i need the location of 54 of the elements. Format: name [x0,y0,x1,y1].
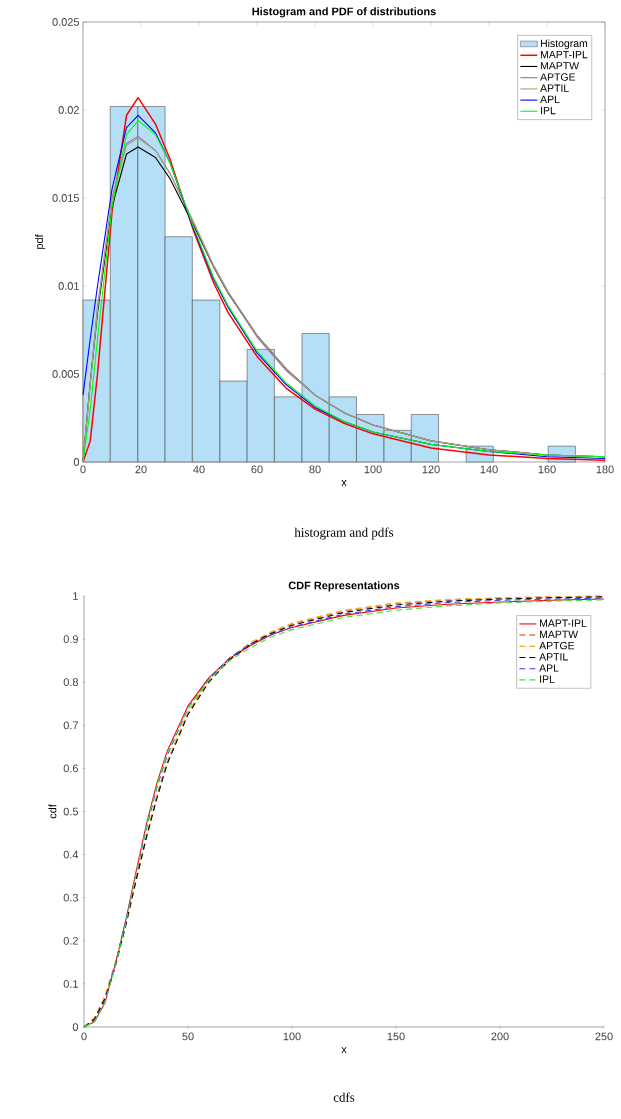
y-tick-label: 0.4 [63,850,79,859]
y-axis-title: cdf [48,804,57,819]
legend-label: APTIL [540,84,569,92]
x-tick-label: 140 [480,465,498,474]
y-tick-label: 0.5 [63,807,79,816]
x-tick-label: 0 [81,1032,87,1041]
y-tick-label: 0.015 [52,194,80,202]
chart-title: Histogram and PDF of distributions [252,7,436,18]
legend-label: IPL [540,675,555,683]
x-tick-label: 160 [538,465,556,474]
x-tick-label: 40 [193,465,205,474]
legend-label: MAPT-IPL [540,50,588,59]
x-tick-label: 250 [595,1032,613,1041]
y-tick-label: 0.02 [58,106,79,114]
x-tick-label: 50 [182,1032,194,1041]
x-tick-label: 20 [135,465,147,474]
x-tick-label: 200 [491,1032,509,1041]
y-tick-label: 0.8 [63,678,78,687]
legend-label: APL [540,95,560,103]
y-tick-label: 1 [73,592,78,600]
legend-label: APL [539,664,559,672]
legend-label: Histogram [540,39,588,50]
y-tick-label: 0.6 [63,764,78,773]
y-tick-label: 0.005 [52,370,80,378]
legend-label: MAPT-IPL [540,619,587,627]
y-tick-label: 0.1 [63,980,78,988]
y-tick-label: 0.3 [63,893,78,902]
x-axis-title: x [341,1047,347,1053]
legend-label: MAPTW [540,62,579,70]
y-tick-label: 0.9 [63,635,78,643]
y-tick-label: 0 [72,1023,79,1031]
x-tick-label: 180 [596,465,614,474]
chart-title: CDF Representations [288,581,400,592]
x-tick-label: 100 [283,1032,301,1041]
y-tick-label: 0.01 [58,282,79,290]
y-tick-label: 0.2 [63,936,78,945]
x-tick-label: 120 [422,465,440,474]
x-tick-label: 0 [80,465,86,474]
legend-label: IPL [541,106,556,115]
y-tick-label: 0.025 [52,18,80,26]
text: histogram and pdfs [294,527,394,540]
x-tick-label: 80 [309,465,321,474]
x-tick-label: 60 [251,465,263,474]
legend-label: APTIL [539,653,568,661]
x-tick-label: 150 [387,1032,405,1041]
legend-label: MAPTW [540,630,579,638]
y-tick-label: 0 [73,458,80,466]
legend-label: APTGE [539,641,575,650]
y-axis-title: pdf [35,234,46,249]
text: cdfs [333,1092,355,1102]
y-tick-label: 0.7 [63,721,78,730]
legend-label: APTGE [540,73,576,81]
x-tick-label: 100 [364,465,382,474]
x-axis-title: x [341,480,347,486]
